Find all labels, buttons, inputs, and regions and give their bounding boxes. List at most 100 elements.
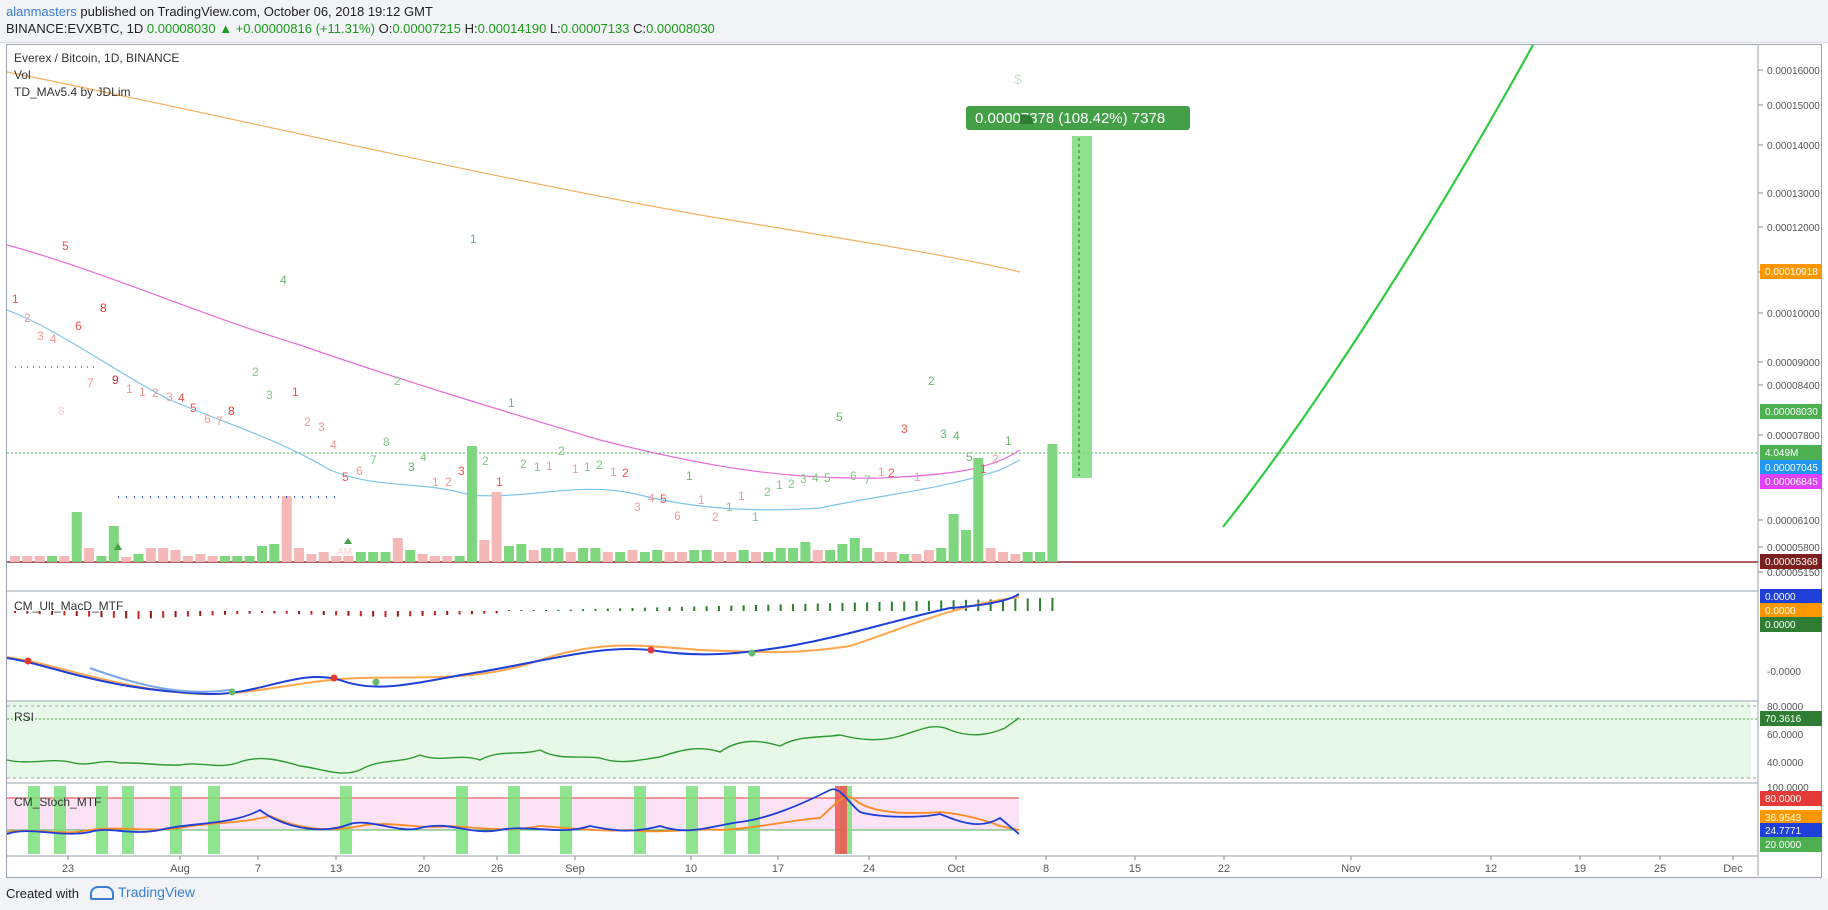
- volume-bar: [751, 552, 761, 562]
- stoch-bar: [686, 786, 698, 854]
- macd-histogram: [14, 597, 1054, 619]
- price-tick-label: 0.00007800: [1767, 431, 1820, 442]
- price-badges: 0.00010918 0.00008030 4.049M 0.00007045 0.00…: [1760, 264, 1822, 852]
- rsi-line: [6, 717, 1020, 774]
- svg-text:1: 1: [139, 385, 146, 399]
- macd-hist-bar: [51, 611, 54, 615]
- svg-text:2: 2: [712, 510, 719, 524]
- svg-text:8: 8: [100, 301, 107, 315]
- volume-bar: [973, 458, 984, 562]
- volume-bar: [775, 548, 786, 562]
- time-tick-label: 13: [330, 863, 342, 875]
- macd-hist-bar: [656, 607, 659, 611]
- svg-text:4: 4: [178, 391, 185, 405]
- volume-bar: [676, 552, 687, 562]
- macd-hist-bar: [742, 605, 745, 611]
- macd-hist-bar: [174, 611, 177, 618]
- price-tick-label: 0.00005800: [1767, 543, 1820, 554]
- volume-bar: [318, 552, 329, 562]
- stoch-badge: 36.9543: [1765, 813, 1802, 824]
- time-tick-label: 8: [1043, 863, 1049, 875]
- stoch-bar: [560, 786, 572, 854]
- svg-text:6: 6: [204, 412, 211, 426]
- volume-bar: [825, 550, 836, 562]
- author-link[interactable]: alanmasters: [6, 4, 77, 19]
- tradingview-brand[interactable]: TradingView: [90, 884, 195, 901]
- svg-text:2: 2: [252, 365, 259, 379]
- macd-hist-bar: [236, 611, 239, 615]
- svg-text:4: 4: [648, 491, 655, 505]
- macd-hist-bar: [211, 611, 214, 616]
- chart-canvas[interactable]: 1 2 3 4 5 6 7 8 9 1 1 2 3 4 5 6 7 8 2 3 …: [0, 0, 1828, 878]
- svg-text:1: 1: [292, 385, 299, 399]
- macd-hist-bar: [1026, 598, 1029, 611]
- price-badge-bg: [1760, 264, 1822, 279]
- price-badge: 0.00005368: [1765, 557, 1818, 568]
- price-tick-label: 0.00015000: [1767, 101, 1820, 112]
- stoch-badge: 20.0000: [1765, 840, 1802, 851]
- volume-bar: [429, 556, 440, 562]
- volume-bar: [504, 546, 514, 562]
- projection-curve[interactable]: [1222, 44, 1534, 528]
- svg-text:5: 5: [190, 401, 197, 415]
- svg-text:2: 2: [24, 311, 31, 325]
- time-tick-label: 22: [1218, 863, 1230, 875]
- volume-bar: [1010, 554, 1021, 562]
- macd-hist-bar: [508, 610, 510, 611]
- stoch-badge-bg: [1760, 810, 1822, 825]
- macd-hist-bar: [1014, 598, 1017, 611]
- svg-text:3: 3: [458, 464, 465, 478]
- svg-text:4: 4: [953, 429, 960, 443]
- macd-hist-bar: [643, 607, 646, 611]
- volume-bar: [355, 552, 366, 562]
- macd-hist-bar: [532, 610, 535, 611]
- svg-text:3: 3: [37, 329, 44, 343]
- price-axis[interactable]: 0.00016000 0.00015000 0.00014000 0.00013000…: [1758, 66, 1820, 794]
- macd-badge: 0.0000: [1765, 606, 1796, 617]
- volume-bar: [195, 554, 206, 562]
- volume-bar: [960, 530, 971, 562]
- price-tick-label: 0.00016000: [1767, 66, 1820, 77]
- macd-cross-dot: [372, 678, 380, 686]
- svg-text:1: 1: [610, 465, 617, 479]
- measure-range-box[interactable]: [1072, 136, 1092, 478]
- macd-legend: CM_Ult_MacD_MTF: [14, 599, 124, 613]
- time-tick-label: 19: [1574, 863, 1586, 875]
- macd-line: [6, 593, 1020, 696]
- svg-text:2: 2: [888, 466, 895, 480]
- price-badge-bg: [1760, 554, 1822, 569]
- svg-text:1: 1: [752, 510, 759, 524]
- macd-hist-bar: [372, 611, 375, 617]
- volume-bar: [392, 538, 403, 562]
- volume-bar: [343, 556, 354, 562]
- volume-bar: [454, 556, 465, 562]
- volume-bar: [121, 557, 132, 562]
- macd-hist-bar: [767, 604, 770, 611]
- volume-bar: [923, 550, 934, 562]
- volume-bar: [466, 446, 477, 562]
- volume-bar: [985, 548, 996, 562]
- macd-hist-bar: [964, 599, 967, 611]
- last-price: 0.00008030: [146, 21, 216, 36]
- svg-text:6: 6: [674, 509, 681, 523]
- svg-text:1: 1: [738, 489, 745, 503]
- volume-bar: [1022, 552, 1033, 562]
- svg-text:2: 2: [992, 452, 999, 466]
- rsi-tick-label: 40.0000: [1767, 758, 1804, 769]
- volume-bar: [96, 556, 107, 562]
- macd-hist-bar: [38, 611, 41, 615]
- volume-bar: [738, 550, 749, 562]
- stoch-tick-label: 100.0000: [1767, 783, 1809, 794]
- price-tick-label: 0.00012000: [1767, 223, 1820, 234]
- time-axis[interactable]: 23 Aug 7 13 20 26 Sep 10 17 24 Oct 8 15 22 Nov 12 19 25 De…: [62, 856, 1743, 875]
- time-tick-label: Aug: [170, 863, 190, 875]
- svg-text:2: 2: [304, 415, 311, 429]
- footer-bar: Created with TradingView: [0, 878, 1828, 910]
- macd-hist-bar: [458, 611, 461, 615]
- macd-cross-dot: [748, 649, 756, 657]
- volume-bar: [837, 544, 848, 562]
- stoch-bar: [508, 786, 520, 854]
- volume-bar: [22, 556, 33, 562]
- stoch-signal-bars: [28, 786, 852, 854]
- svg-text:3: 3: [166, 390, 173, 404]
